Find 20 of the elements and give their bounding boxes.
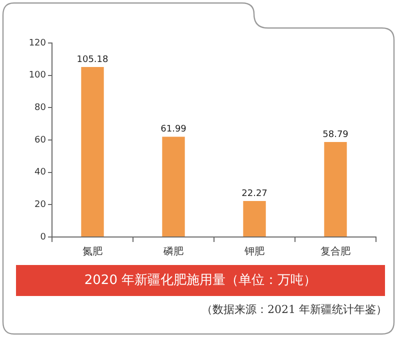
y-tick-label: 120 bbox=[28, 38, 46, 48]
bar bbox=[81, 66, 104, 236]
data-label: 58.79 bbox=[322, 130, 349, 140]
x-tick-label: 氮肥 bbox=[82, 246, 102, 258]
bar bbox=[162, 136, 185, 236]
y-tick-label: 0 bbox=[40, 232, 46, 242]
data-label: 22.27 bbox=[242, 188, 268, 199]
data-label: 61.99 bbox=[160, 124, 187, 135]
x-tick-label: 磷肥 bbox=[162, 246, 184, 258]
data-label: 105.18 bbox=[76, 54, 109, 65]
y-tick-label: 100 bbox=[28, 70, 46, 81]
y-tick-label: 20 bbox=[34, 200, 46, 210]
bar bbox=[243, 200, 266, 236]
y-tick-label: 40 bbox=[34, 168, 46, 178]
y-tick-label: 80 bbox=[34, 103, 46, 114]
x-tick-label: 复合肥 bbox=[320, 246, 350, 258]
y-tick-label: 60 bbox=[34, 135, 46, 146]
text: （数据来源：2021 年新疆统计年鉴） bbox=[202, 302, 387, 317]
x-tick-label: 钾肥 bbox=[244, 246, 264, 258]
bar bbox=[324, 142, 347, 236]
